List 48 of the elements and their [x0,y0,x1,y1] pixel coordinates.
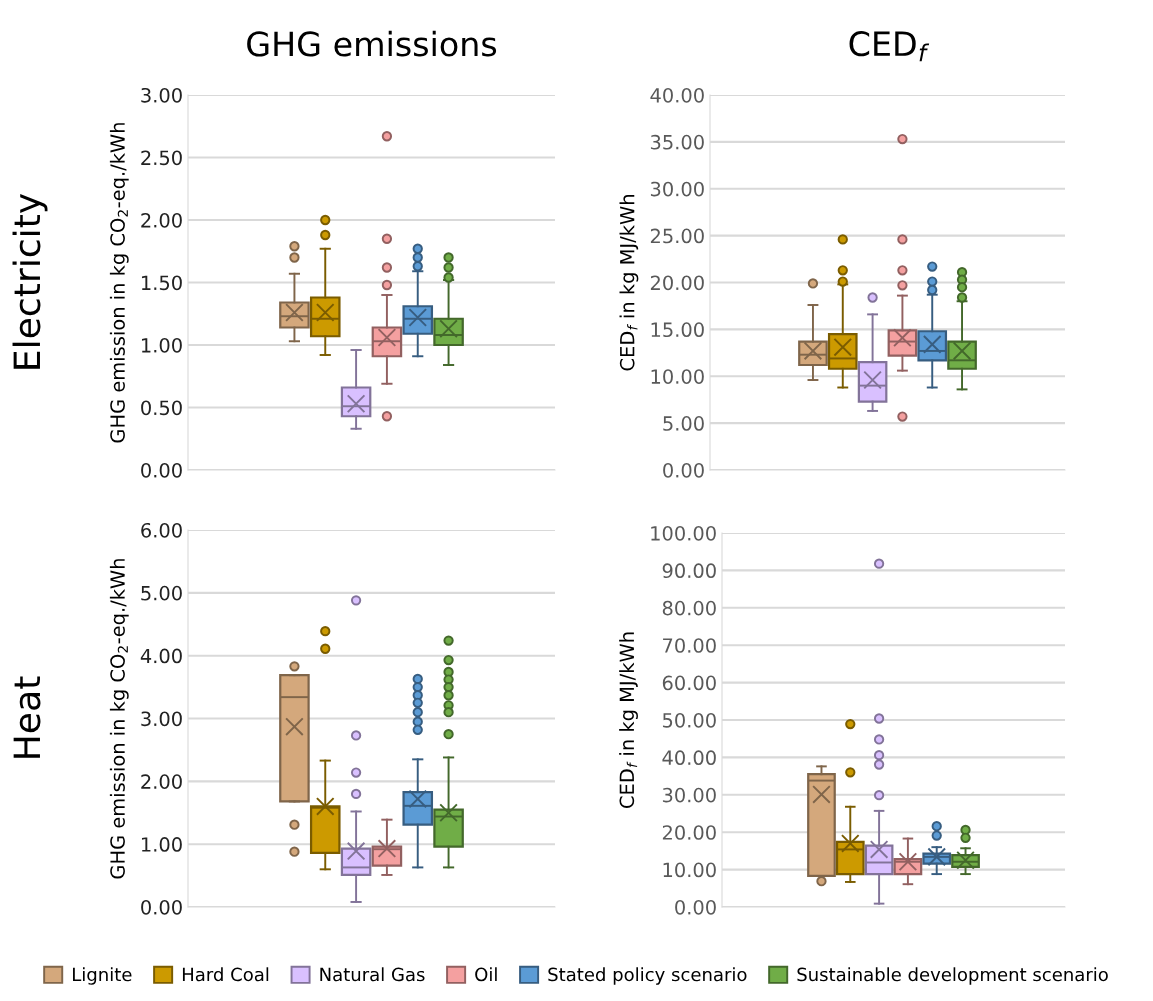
y-tick-label: 3.00 [141,711,182,727]
y-tick-label: 6.00 [141,522,182,538]
y-tick-label: 1.00 [141,337,182,353]
y-tick-label: 3.00 [141,87,182,103]
legend-label: Sustainable development scenario [797,967,1108,985]
legend-label: Stated policy scenario [548,967,747,985]
y-tick-label: 80.00 [662,600,716,616]
y-tick-label: 50.00 [662,712,716,728]
y-tick-label: 40.00 [662,750,716,766]
chart-title: CED$_{f}$ [849,31,930,62]
y-tick-label: 20.00 [662,825,716,840]
y-tick-label: 10.00 [663,862,716,878]
y-tick-label: 15.00 [651,322,704,338]
y-tick-label: 100.00 [651,525,716,541]
y-tick-label: 35.00 [650,134,704,150]
text: Electricity [12,193,48,369]
y-tick-label: 0.00 [141,899,182,915]
y-tick-label: 0.00 [663,462,704,478]
y-tick-label: 30.00 [650,181,704,197]
y-tick-label: 5.00 [663,416,704,431]
y-tick-label: 25.00 [650,228,704,244]
y-tick-label: 0.50 [141,400,182,416]
y-tick-label: 0.00 [675,899,716,915]
text: Heat [13,676,41,758]
y-tick-label: 40.00 [650,87,704,103]
y-tick-label: 1.00 [141,837,182,852]
y-tick-label: 2.50 [141,150,182,166]
legend-label: Oil [475,967,497,982]
legend-label: Hard Coal [182,967,269,982]
legend-label: Natural Gas [320,967,425,982]
chart-title: GHG emissions [247,30,497,57]
y-tick-label: 20.00 [650,275,704,291]
y-tick-label: 10.00 [651,369,704,384]
y-axis-title: CED$_{f}$ in kg MJ/kWh [619,632,638,808]
y-tick-label: 60.00 [662,675,716,691]
y-axis-title: CED$_{f}$ in kg MJ/kWh [619,195,639,371]
y-axis-title: GHG emission in kg CO$_{2}$-eq./kWh [109,123,129,443]
y-tick-label: 2.00 [141,212,182,228]
y-tick-label: 70.00 [663,638,716,653]
legend-label: Lignite [73,967,132,985]
y-tick-label: 0.00 [141,462,182,478]
y-tick-label: 30.00 [662,787,716,803]
y-tick-label: 4.00 [140,648,182,664]
y-tick-label: 1.50 [141,275,182,291]
y-axis-title: GHG emission in kg CO$_{2}$-eq./kWh [109,559,129,879]
y-tick-label: 90.00 [662,563,716,579]
y-tick-label: 5.00 [141,585,182,601]
y-tick-label: 2.00 [141,774,182,789]
